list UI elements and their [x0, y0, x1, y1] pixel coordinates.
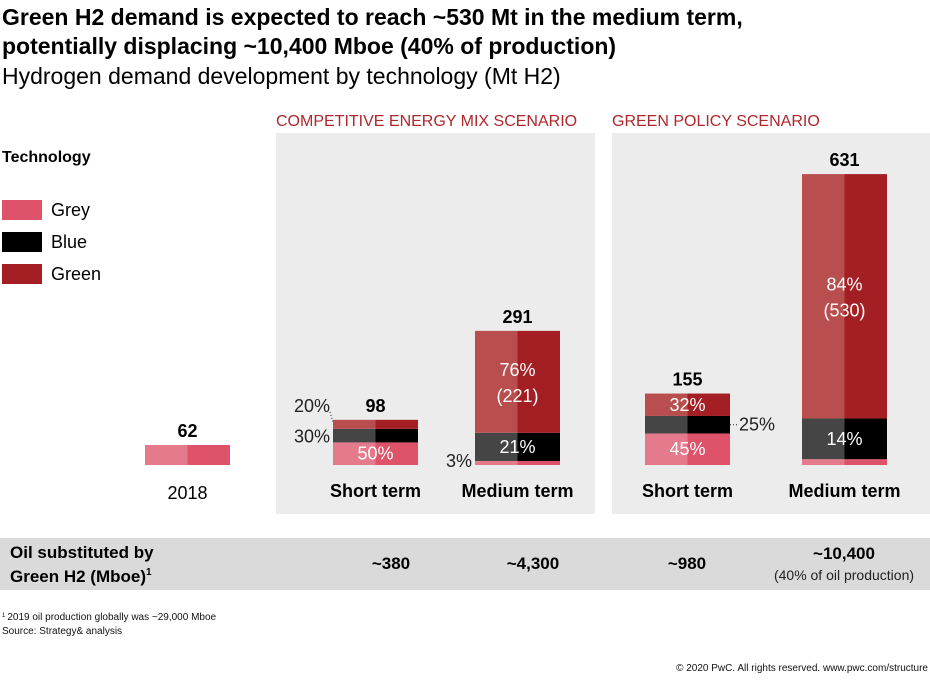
legend-swatch-grey — [2, 200, 42, 220]
oil-row-label-line2: Green H2 (Mboe)1 — [10, 567, 152, 586]
bar-0-grey-right — [187, 445, 230, 465]
segment-label-green: 84% — [826, 274, 862, 294]
footnote-text: 2019 oil production globally was ~29,000… — [7, 612, 216, 623]
bar-1-green-left — [333, 419, 376, 429]
bar-4-grey-right — [844, 459, 887, 465]
footnote: 1 2019 oil production globally was ~29,00… — [2, 612, 217, 623]
segment-label-blue: 25% — [739, 415, 775, 435]
bar-3-grey-right — [687, 433, 730, 465]
legend-title: Technology — [2, 149, 91, 166]
bar-4-grey-left — [802, 459, 845, 465]
segment-label-green: 20% — [294, 396, 330, 416]
subtitle: Hydrogen demand development by technolog… — [2, 63, 561, 89]
segment-label-grey: 50% — [357, 444, 393, 464]
segment-label-grey: 45% — [669, 439, 705, 459]
category-label: Short term — [642, 481, 733, 501]
bar-total-label: 631 — [829, 150, 859, 170]
category-label: 2018 — [167, 483, 207, 503]
title-line1: Green H2 demand is expected to reach ~53… — [2, 4, 743, 30]
category-label: Short term — [330, 481, 421, 501]
oil-row-background — [0, 538, 930, 590]
bar-0-grey-left — [145, 445, 188, 465]
bar-total-label: 62 — [177, 421, 197, 441]
legend-label-green: Green — [51, 264, 101, 284]
bar-4-blue-left — [802, 418, 845, 460]
segment-label-green: (530) — [823, 300, 865, 320]
oil-row-label-text: Green H2 (Mboe) — [10, 567, 146, 586]
bar-2-grey-right — [517, 460, 560, 465]
bar-1-blue-right — [375, 428, 418, 443]
category-label: Medium term — [461, 481, 573, 501]
segment-label-blue: 21% — [499, 437, 535, 457]
bar-total-label: 291 — [502, 307, 532, 327]
bar-2-green-left — [475, 330, 518, 433]
bar-3-blue-right — [687, 415, 730, 434]
oil-value-cem-short: ~380 — [372, 554, 410, 573]
legend-label-grey: Grey — [51, 200, 90, 220]
bar-2-blue-left — [475, 432, 518, 461]
bar-2-blue-right — [517, 432, 560, 461]
source: Source: Strategy& analysis — [2, 626, 122, 637]
category-label: Medium term — [788, 481, 900, 501]
legend-swatch-green — [2, 264, 42, 284]
bars: 62 2018 98 Short term 50% 30% 20% 291 Medium ter… — [145, 150, 901, 503]
segment-label-blue: 30% — [294, 427, 330, 447]
copyright: © 2020 PwC. All rights reserved. www.pwc… — [676, 663, 928, 674]
bar-3-green-right — [687, 393, 730, 416]
bar-3-grey-left — [645, 433, 688, 465]
bar-1-green-right — [375, 419, 418, 429]
oil-row-footnote-mark: 1 — [146, 567, 152, 578]
legend: Grey Blue Green — [2, 200, 101, 284]
bar-total-label: 155 — [672, 370, 702, 390]
bar-4-green-left — [802, 174, 845, 419]
bar-1-grey-right — [375, 442, 418, 465]
bar-1-blue-left — [333, 428, 376, 443]
bar-4-blue-right — [844, 418, 887, 460]
title-line2: potentially displacing ~10,400 Mboe (40%… — [2, 33, 616, 59]
bar-4-green-right — [844, 174, 887, 419]
bar-1-grey-left — [333, 442, 376, 465]
oil-value-gp-short: ~980 — [668, 554, 706, 573]
segment-label-green: (221) — [496, 386, 538, 406]
scenario-label-green-policy: GREEN POLICY SCENARIO — [612, 113, 820, 130]
bar-3-green-left — [645, 393, 688, 416]
footnote-mark: 1 — [2, 613, 6, 619]
oil-row-label-line1: Oil substituted by — [10, 543, 154, 562]
legend-swatch-blue — [2, 232, 42, 252]
segment-label-grey: 3% — [446, 451, 472, 471]
bar-3-blue-left — [645, 415, 688, 434]
bar-2-green-right — [517, 330, 560, 433]
segment-label-green: 32% — [669, 395, 705, 415]
bar-total-label: 98 — [365, 396, 385, 416]
segment-label-green: 76% — [499, 360, 535, 380]
segment-label-blue: 14% — [826, 429, 862, 449]
legend-label-blue: Blue — [51, 232, 87, 252]
oil-value-note: (40% of oil production) — [774, 567, 914, 583]
oil-value-gp-medium: ~10,400 — [813, 544, 875, 563]
scenario-label-competitive: COMPETITIVE ENERGY MIX SCENARIO — [276, 113, 577, 130]
bar-2-grey-left — [475, 460, 518, 465]
oil-value-cem-medium: ~4,300 — [507, 554, 559, 573]
